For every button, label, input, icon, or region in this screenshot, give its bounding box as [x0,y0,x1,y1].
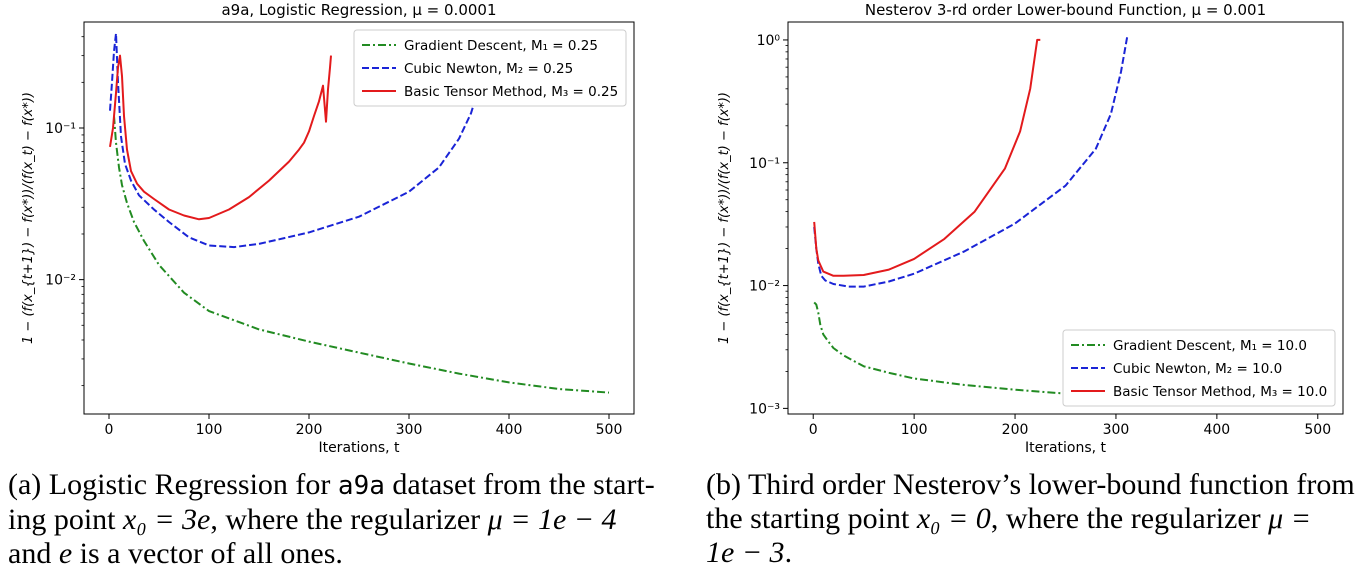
caption-b-text-2: the starting point [706,502,917,535]
x-tick-label: 400 [496,422,523,438]
caption-a-text-2: ing point [8,503,124,536]
legend-label-2: Cubic Newton, M₂ = 0.25 [404,61,573,77]
x-tick-label: 0 [809,422,818,438]
x-axis-label: Iterations, t [1025,440,1107,456]
plot-frame [83,21,635,415]
caption-b-text-3b: . [784,536,793,569]
legend-label-1: Gradient Descent, M₁ = 10.0 [1113,338,1307,354]
caption-a-text-2b: , where the regularizer [210,503,488,536]
figure-canvas: a9a, Logistic Regression, μ = 0.0001 10⁻²… [21,1,1344,456]
caption-a-math-2: μ = 1e − 4 [487,503,617,536]
series-line-2 [813,37,1129,288]
x-tick-label: 400 [1203,422,1230,438]
series-line-1 [113,115,610,394]
caption-b-math-3: 1e − 3 [706,536,785,569]
y-axis-label: 1 − (f(x_{t+1}) − f(x*))/(f(x_t) − f(x*)… [717,92,732,344]
caption-a-dataset: a9a [337,471,385,501]
y-tick-label: 10⁻² [749,279,780,295]
x-axis-label: Iterations, t [318,440,400,456]
legend-label-1: Gradient Descent, M₁ = 0.25 [404,38,598,54]
caption-b: (b) Third order Nesterov’s lower-bound f… [706,468,1370,570]
caption-b-text-1: (b) Third order Nesterov’s lower-bound f… [706,468,1355,501]
y-tick-label: 10⁻³ [749,401,780,417]
y-axis-label: 1 − (f(x_{t+1}) − f(x*))/(f(x_t) − f(x*)… [21,92,36,344]
x-tick-label: 0 [105,422,114,438]
caption-b-math-1: x₀ = 0 [916,502,991,535]
x-tick-label: 200 [296,422,323,438]
caption-a-text-1: (a) Logistic Regression for [8,468,338,501]
y-tick-label: 10⁻¹ [45,121,76,137]
plot-frame [787,21,1344,415]
x-tick-label: 500 [596,422,623,438]
caption-a: (a) Logistic Regression for a9a dataset … [8,468,673,571]
chart-title: a9a, Logistic Regression, μ = 0.0001 [221,1,496,19]
caption-a-text-3: and [8,537,59,570]
legend-box [353,29,627,107]
legend-box [1062,329,1336,407]
chart-title: Nesterov 3-rd order Lower-bound Function… [865,1,1266,19]
caption-a-text-3b: is a vector of all ones. [72,537,343,570]
y-tick-label: 10⁻² [45,273,76,289]
legend-label-3: Basic Tensor Method, M₃ = 0.25 [404,84,618,100]
caption-a-text-1b: dataset from the start- [384,468,655,501]
series-line-2 [109,32,477,249]
chart-a: a9a, Logistic Regression, μ = 0.0001 10⁻²… [21,1,635,456]
x-tick-label: 300 [396,422,423,438]
caption-b-math-2: μ = [1268,502,1311,535]
legend-label-3: Basic Tensor Method, M₃ = 10.0 [1113,384,1327,400]
series-line-3 [109,54,332,221]
x-tick-label: 300 [1103,422,1130,438]
caption-a-math-1: x₀ = 3e [123,503,211,536]
x-tick-label: 100 [901,422,928,438]
x-tick-label: 200 [1002,422,1029,438]
y-tick-label: 10⁻¹ [749,156,780,172]
series-line-3 [813,38,1041,277]
x-tick-label: 100 [196,422,223,438]
chart-b: Nesterov 3-rd order Lower-bound Function… [717,1,1344,456]
caption-b-text-2b: , where the regularizer [990,502,1269,535]
y-tick-label: 10⁰ [757,33,781,49]
legend-label-2: Cubic Newton, M₂ = 10.0 [1113,361,1282,377]
caption-a-math-3: e [58,537,73,570]
x-tick-label: 500 [1304,422,1331,438]
